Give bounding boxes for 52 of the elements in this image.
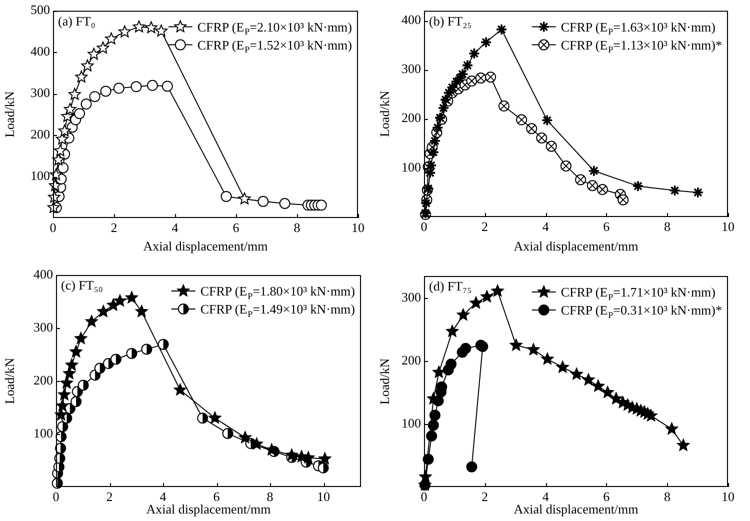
x-tick-label: 0 xyxy=(50,220,56,236)
x-tick-label: 8 xyxy=(664,219,670,234)
x-tick-label: 6 xyxy=(213,489,220,504)
x-tick-label: 6 xyxy=(603,489,610,504)
y-axis-title: Load/kN xyxy=(377,358,392,405)
x-tick-label: 6 xyxy=(232,220,240,236)
chart-title: (c) FT₅₀ xyxy=(61,278,103,293)
x-tick-label: 4 xyxy=(542,219,550,234)
y-axis-title: Load/kN xyxy=(2,357,18,404)
x-tick-label: 10 xyxy=(722,489,734,504)
y-tick-label: 100 xyxy=(34,425,53,440)
y-tick-label: 400 xyxy=(30,44,50,59)
y-tick-label: 200 xyxy=(402,110,421,126)
x-tick-label: 2 xyxy=(482,489,488,504)
x-tick-label: 0 xyxy=(420,489,428,504)
x-tick-label: 2 xyxy=(482,219,488,234)
y-tick-label: 100 xyxy=(30,168,50,183)
x-tick-label: 4 xyxy=(160,489,167,504)
chart-title: (a) FT₀ xyxy=(58,13,96,28)
x-tick-label: 2 xyxy=(106,489,113,504)
y-tick-label: 200 xyxy=(30,126,50,142)
x-tick-label: 8 xyxy=(664,489,670,504)
y-tick-label: 100 xyxy=(402,159,421,174)
x-axis-title: Axial displacement/mm xyxy=(514,238,638,254)
x-tick-label: 6 xyxy=(603,219,610,234)
chart-title: (d) FT₇₅ xyxy=(429,278,472,294)
x-tick-label: 0 xyxy=(420,219,428,234)
y-tick-label: 400 xyxy=(402,12,421,28)
x-tick-label: 8 xyxy=(294,220,300,236)
y-axis-title: Load/kN xyxy=(2,90,18,138)
x-tick-label: 8 xyxy=(266,489,274,504)
x-tick-label: 4 xyxy=(542,489,550,504)
x-tick-label: 10 xyxy=(317,489,330,504)
x-tick-label: 10 xyxy=(352,220,364,236)
x-axis-title: Axial displacement/mm xyxy=(146,502,271,517)
y-tick-label: 500 xyxy=(30,2,50,18)
y-tick-label: 100 xyxy=(402,415,421,430)
x-axis-title: Axial displacement/mm xyxy=(143,238,268,254)
x-tick-label: 10 xyxy=(722,219,734,234)
x-tick-label: 4 xyxy=(172,220,179,236)
y-tick-label: 300 xyxy=(402,61,421,76)
y-tick-label: 300 xyxy=(34,319,53,334)
y-tick-label: 300 xyxy=(30,85,50,100)
y-tick-label: 200 xyxy=(34,372,53,388)
x-tick-label: 2 xyxy=(110,220,118,236)
y-tick-label: 200 xyxy=(402,352,421,368)
x-tick-label: 0 xyxy=(52,489,60,504)
y-axis-title: Load/kN xyxy=(377,90,392,138)
y-tick-label: 400 xyxy=(34,266,53,282)
chart-title: (b) FT₂₅ xyxy=(429,13,472,28)
x-axis-title: Axial displacement/mm xyxy=(514,502,638,517)
y-tick-label: 300 xyxy=(402,289,421,304)
